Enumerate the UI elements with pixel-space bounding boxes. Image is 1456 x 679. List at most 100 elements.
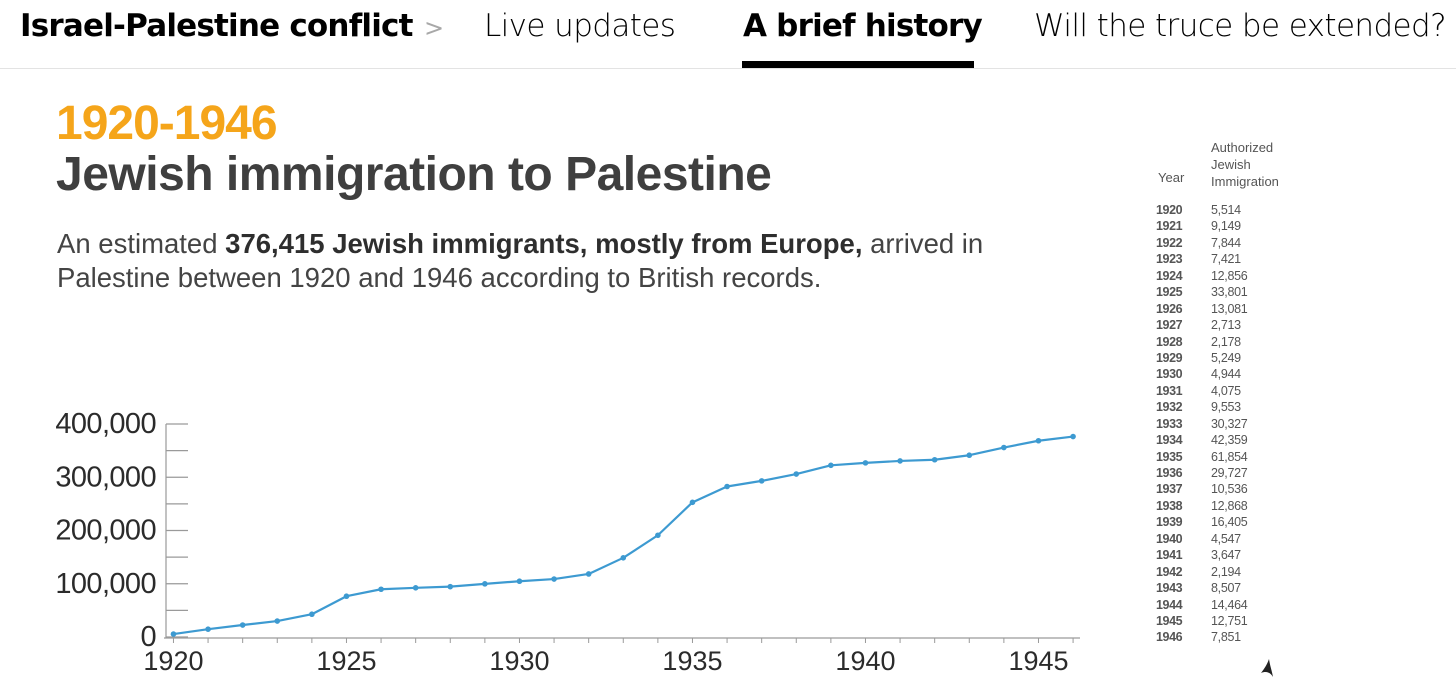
table-cell-value: 14,464 bbox=[1211, 597, 1248, 612]
table-row: 1946 7,851 bbox=[1156, 629, 1276, 645]
immigration-table: 1920 5,514 1921 9,149 1922 7,844 1923 7,421 1924… bbox=[1156, 202, 1276, 646]
data-point bbox=[724, 483, 730, 490]
table-row: 1927 2,713 bbox=[1156, 317, 1276, 333]
subtitle-bold: 376,415 Jewish immigrants, mostly from E… bbox=[225, 228, 863, 259]
table-row: 1926 13,081 bbox=[1156, 301, 1276, 317]
data-point bbox=[897, 458, 903, 464]
data-point bbox=[1035, 437, 1042, 444]
x-tick-label: 1930 bbox=[489, 646, 549, 676]
table-cell-value: 29,727 bbox=[1211, 466, 1248, 480]
data-point bbox=[274, 618, 281, 624]
table-row: 1939 16,405 bbox=[1156, 514, 1276, 530]
y-tick-label: 300,000 bbox=[55, 461, 156, 493]
table-cell-year: 1934 bbox=[1156, 433, 1183, 448]
table-cell-value: 7,851 bbox=[1211, 630, 1241, 645]
table-cell-year: 1923 bbox=[1156, 252, 1183, 267]
table-row: 1944 14,464 bbox=[1156, 597, 1276, 613]
x-tick-label: 1935 bbox=[662, 646, 722, 676]
table-cell-value: 5,514 bbox=[1211, 203, 1241, 217]
table-cell-value: 7,844 bbox=[1211, 235, 1241, 250]
table-row: 1923 7,421 bbox=[1156, 251, 1276, 267]
table-row: 1936 29,727 bbox=[1156, 465, 1276, 481]
breadcrumb-separator: > bbox=[424, 14, 445, 42]
breadcrumb-section[interactable]: Israel-Palestine conflict bbox=[20, 8, 413, 44]
table-cell-year: 1945 bbox=[1156, 613, 1183, 628]
table-row: 1931 4,075 bbox=[1156, 383, 1276, 399]
table-row: 1924 12,856 bbox=[1156, 268, 1276, 284]
data-point bbox=[205, 626, 211, 632]
x-tick-label: 1920 bbox=[143, 646, 203, 676]
table-row: 1943 8,507 bbox=[1156, 580, 1276, 596]
table-row: 1935 61,854 bbox=[1156, 449, 1276, 465]
table-row: 1920 5,514 bbox=[1156, 202, 1276, 218]
table-cell-year: 1946 bbox=[1156, 630, 1183, 645]
table-cell-year: 1922 bbox=[1156, 235, 1183, 250]
top-nav: Israel-Palestine conflict > Live updates… bbox=[0, 0, 1456, 69]
tab-truce-extended[interactable]: Will the truce be extended? bbox=[1034, 8, 1447, 44]
table-cell-year: 1942 bbox=[1156, 564, 1183, 579]
data-point bbox=[828, 462, 834, 469]
data-point bbox=[516, 578, 523, 585]
table-row: 1925 33,801 bbox=[1156, 284, 1276, 300]
infographic-title: Jewish immigration to Palestine bbox=[56, 148, 772, 201]
table-cell-value: 12,856 bbox=[1211, 268, 1248, 283]
data-point bbox=[931, 456, 938, 463]
data-point bbox=[309, 611, 315, 618]
table-cell-year: 1927 bbox=[1156, 318, 1183, 333]
table-row: 1921 9,149 bbox=[1156, 218, 1276, 234]
data-point bbox=[862, 460, 869, 466]
table-cell-year: 1931 bbox=[1156, 383, 1183, 398]
y-tick-label: 400,000 bbox=[55, 408, 156, 440]
table-cell-value: 4,944 bbox=[1211, 367, 1241, 382]
data-point bbox=[966, 452, 973, 459]
table-cell-value: 2,194 bbox=[1211, 564, 1241, 579]
cumulative-immigration-chart: 0 100,000 200,000 300,000 400,000 1920 1925 193… bbox=[55, 408, 1080, 676]
table-value-header: Authorized Jewish Immigration bbox=[1211, 139, 1321, 190]
data-point bbox=[482, 581, 488, 587]
table-row: 1922 7,844 bbox=[1156, 235, 1276, 251]
table-value-header-line: Authorized bbox=[1211, 140, 1274, 155]
infographic-years: 1920-1946 bbox=[56, 97, 278, 150]
data-point bbox=[620, 555, 627, 561]
tab-brief-history[interactable]: A brief history bbox=[743, 8, 983, 44]
table-cell-year: 1926 bbox=[1156, 301, 1183, 316]
table-cell-value: 10,536 bbox=[1211, 482, 1248, 497]
data-point bbox=[170, 631, 177, 637]
table-cell-value: 3,647 bbox=[1211, 548, 1241, 563]
table-cell-value: 8,507 bbox=[1211, 581, 1241, 596]
table-cell-value: 12,868 bbox=[1211, 498, 1248, 513]
table-cell-value: 2,713 bbox=[1211, 318, 1241, 333]
data-point bbox=[1070, 433, 1076, 440]
table-row: 1930 4,944 bbox=[1156, 366, 1276, 382]
table-year-header: Year bbox=[1158, 170, 1185, 185]
active-tab-indicator bbox=[742, 61, 974, 68]
table-cell-year: 1941 bbox=[1156, 548, 1183, 563]
table-row: 1940 4,547 bbox=[1156, 531, 1276, 547]
table-row: 1929 5,249 bbox=[1156, 350, 1276, 366]
table-cell-year: 1921 bbox=[1156, 219, 1183, 234]
data-point bbox=[758, 478, 765, 484]
table-cell-year: 1937 bbox=[1156, 482, 1183, 497]
data-point bbox=[239, 622, 246, 628]
table-cell-year: 1933 bbox=[1156, 416, 1183, 431]
x-tick-label: 1925 bbox=[316, 646, 376, 676]
table-cell-year: 1932 bbox=[1156, 400, 1183, 415]
table-cell-value: 9,553 bbox=[1211, 400, 1241, 415]
data-point bbox=[689, 499, 696, 506]
table-cell-value: 13,081 bbox=[1211, 301, 1248, 316]
table-cell-value: 2,178 bbox=[1211, 334, 1241, 349]
table-cell-year: 1924 bbox=[1156, 268, 1183, 283]
data-point bbox=[551, 576, 557, 582]
table-row: 1937 10,536 bbox=[1156, 481, 1276, 497]
table-cell-value: 30,327 bbox=[1211, 416, 1248, 431]
table-cell-year: 1939 bbox=[1156, 515, 1183, 530]
table-cell-value: 9,149 bbox=[1211, 219, 1241, 234]
table-row: 1928 2,178 bbox=[1156, 334, 1276, 350]
table-cell-value: 33,801 bbox=[1211, 285, 1248, 300]
table-cell-value: 12,751 bbox=[1211, 613, 1248, 628]
tab-live-updates[interactable]: Live updates bbox=[484, 8, 676, 44]
table-cell-year: 1925 bbox=[1156, 285, 1183, 300]
table-cell-value: 7,421 bbox=[1211, 252, 1241, 267]
table-row: 1945 12,751 bbox=[1156, 613, 1276, 629]
table-row: 1942 2,194 bbox=[1156, 564, 1276, 580]
